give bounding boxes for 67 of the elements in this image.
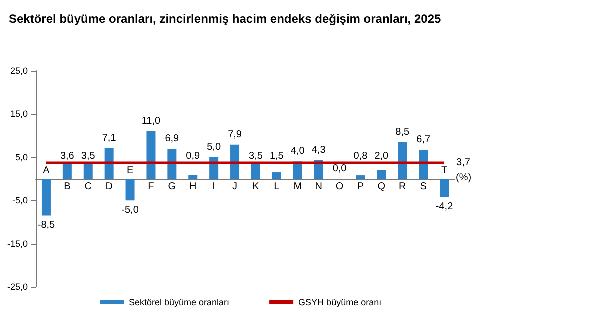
x-tick-label: I bbox=[212, 182, 216, 192]
data-label: 6,7 bbox=[416, 134, 431, 146]
data-label: 3,7 bbox=[456, 158, 471, 169]
bar bbox=[62, 163, 72, 179]
data-label: 7,1 bbox=[102, 132, 117, 144]
bar bbox=[168, 149, 177, 179]
data-label: 3,6 bbox=[60, 151, 75, 162]
data-label: -4,2 bbox=[436, 202, 454, 213]
x-tick-label: J bbox=[232, 182, 238, 192]
x-tick-label: A bbox=[43, 166, 50, 176]
data-label: 0,8 bbox=[354, 151, 368, 162]
data-label: 0,9 bbox=[186, 151, 201, 162]
x-tick-label: T bbox=[441, 166, 448, 176]
data-label: 4,3 bbox=[312, 144, 326, 156]
y-tick-label: 5,0 bbox=[15, 152, 28, 162]
x-tick-label: Q bbox=[378, 182, 386, 192]
y-tick-label: 15,0 bbox=[10, 109, 28, 120]
chart-title: Sektörel büyüme oranları, zincirlenmiş hacim endeks değişim oranları, 2025 bbox=[9, 12, 442, 26]
y-tick-label: 25,0 bbox=[10, 66, 28, 76]
data-label: 8,5 bbox=[396, 126, 410, 138]
bar bbox=[419, 150, 428, 179]
x-tick-label: S bbox=[420, 182, 428, 192]
y-tick-label: -25,0 bbox=[7, 282, 28, 292]
data-label: -8,5 bbox=[38, 220, 56, 232]
x-tick-label: F bbox=[148, 182, 154, 192]
x-tick-label: D bbox=[106, 182, 113, 192]
data-label: 0,0 bbox=[332, 164, 348, 174]
bar bbox=[356, 176, 366, 179]
bar bbox=[272, 172, 282, 179]
bar bbox=[84, 164, 93, 179]
x-tick-label: N bbox=[315, 182, 322, 192]
data-label: 5,0 bbox=[207, 142, 222, 153]
y-tick-label: -15,0 bbox=[7, 238, 28, 249]
x-tick-label: M bbox=[294, 182, 302, 192]
x-tick-label: E bbox=[126, 166, 134, 176]
data-label: 3,5 bbox=[81, 151, 96, 162]
data-label: 1,5 bbox=[270, 151, 284, 162]
data-label: -5,0 bbox=[122, 205, 140, 216]
bar bbox=[440, 179, 450, 198]
data-label: 6,9 bbox=[165, 134, 180, 145]
bar bbox=[104, 148, 114, 179]
bar bbox=[377, 170, 386, 179]
bar bbox=[188, 175, 198, 179]
bar bbox=[42, 179, 51, 216]
x-tick-label: R bbox=[399, 182, 406, 192]
x-tick-label: P bbox=[357, 182, 364, 192]
x-tick-label: K bbox=[252, 182, 260, 192]
data-label: 3,5 bbox=[249, 151, 264, 162]
y-tick-label: -5,0 bbox=[12, 196, 28, 206]
data-label: 11,0 bbox=[142, 116, 162, 127]
bar bbox=[398, 142, 408, 179]
x-tick-label: O bbox=[336, 182, 344, 192]
data-label: 4,0 bbox=[290, 146, 306, 158]
legend-label: Sektörel büyüme oranları bbox=[129, 298, 230, 308]
bar bbox=[126, 179, 135, 201]
bar bbox=[251, 164, 260, 179]
x-tick-label: C bbox=[84, 182, 92, 192]
data-label: 7,9 bbox=[228, 129, 242, 140]
text: (%) bbox=[456, 172, 472, 184]
bar bbox=[230, 144, 240, 179]
x-tick-label: H bbox=[190, 182, 197, 192]
legend-label: GSYH büyüme oranı bbox=[298, 298, 382, 308]
data-label: 2,0 bbox=[374, 151, 390, 162]
x-tick-label: L bbox=[274, 182, 280, 192]
bar bbox=[146, 131, 156, 179]
x-tick-label: G bbox=[168, 182, 176, 192]
x-tick-label: B bbox=[64, 182, 72, 192]
